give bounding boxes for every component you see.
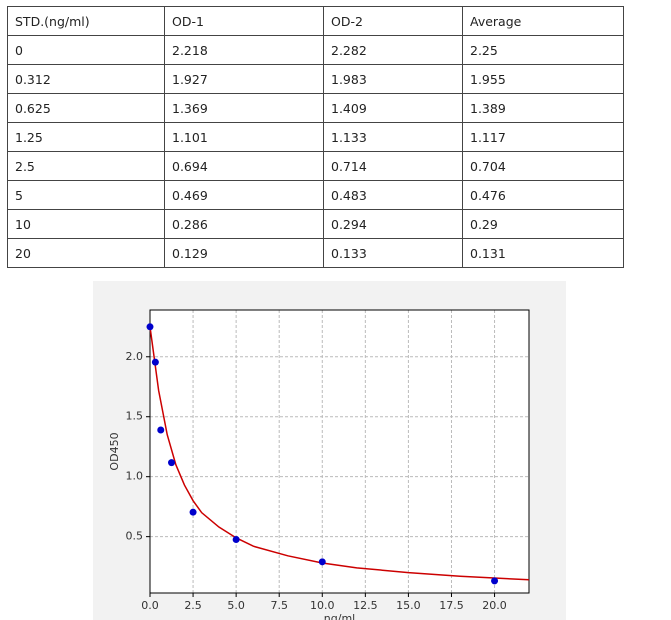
table-cell: OD-2 (323, 6, 463, 36)
y-tick-label: 0.5 (126, 530, 144, 543)
y-axis-label: OD450 (108, 432, 121, 470)
table-cell: 1.389 (462, 93, 624, 123)
x-tick-label: 7.5 (270, 599, 288, 612)
table-cell: 1.983 (323, 64, 463, 94)
table-cell: 0.704 (462, 151, 624, 181)
x-tick-label: 17.5 (439, 599, 464, 612)
table-cell: 0.129 (164, 238, 324, 268)
y-tick-label: 1.0 (126, 470, 144, 483)
table-cell: 1.409 (323, 93, 463, 123)
data-point (157, 426, 165, 434)
table-cell: 20 (7, 238, 165, 268)
table-row: 0 2.218 2.282 2.25 (7, 35, 624, 65)
table-cell: 5 (7, 180, 165, 210)
table-cell: 10 (7, 209, 165, 239)
y-tick-label: 2.0 (126, 350, 144, 363)
chart: 0.0 2.5 5.0 7.5 10.0 12.5 15.0 17.5 20.0 0.5 1.0 1.… (93, 281, 566, 620)
table-cell: 1.927 (164, 64, 324, 94)
table-row: 0.312 1.927 1.983 1.955 (7, 64, 624, 94)
x-tick-label: 5.0 (227, 599, 245, 612)
data-point (491, 577, 499, 585)
table-cell: OD-1 (164, 6, 324, 36)
data-point (151, 358, 159, 366)
table-cell: 2.5 (7, 151, 165, 181)
table-cell: 0 (7, 35, 165, 65)
data-point (318, 558, 326, 566)
table-cell: 0.476 (462, 180, 624, 210)
data-point (189, 508, 197, 516)
table-cell: 0.625 (7, 93, 165, 123)
table-cell: 1.101 (164, 122, 324, 152)
table-cell: 0.694 (164, 151, 324, 181)
x-tick-label: 10.0 (310, 599, 335, 612)
data-point (232, 536, 240, 544)
x-tick-label: 0.0 (141, 599, 159, 612)
data-point (146, 323, 154, 331)
y-tick-label: 1.5 (126, 410, 144, 423)
table-cell: 1.133 (323, 122, 463, 152)
table-cell: 1.369 (164, 93, 324, 123)
table-cell: 2.218 (164, 35, 324, 65)
plot-frame (149, 309, 530, 594)
fit-curve (149, 326, 530, 581)
table-cell: 0.483 (323, 180, 463, 210)
table-cell: 0.294 (323, 209, 463, 239)
table-cell: 1.117 (462, 122, 624, 152)
table-cell: 0.286 (164, 209, 324, 239)
data-table: STD.(ng/ml) OD-1 OD-2 Average 0 2.218 2.282 2.2… (7, 6, 624, 268)
table-row: 10 0.286 0.294 0.29 (7, 209, 624, 239)
table-cell: 1.25 (7, 122, 165, 152)
x-axis-label: ng/ml (324, 612, 355, 620)
table-cell: 2.25 (462, 35, 624, 65)
table-cell: Average (462, 6, 624, 36)
table-cell: 0.714 (323, 151, 463, 181)
header-row: STD.(ng/ml) OD-1 OD-2 Average (7, 6, 624, 36)
table-cell: 2.282 (323, 35, 463, 65)
table-row: 5 0.469 0.483 0.476 (7, 180, 624, 210)
x-tick-label: 15.0 (396, 599, 421, 612)
table-cell: 1.955 (462, 64, 624, 94)
table-cell: 0.29 (462, 209, 624, 239)
table-row: 20 0.129 0.133 0.131 (7, 238, 624, 268)
table-cell: 0.131 (462, 238, 624, 268)
x-tick-label: 12.5 (353, 599, 378, 612)
table-cell: STD.(ng/ml) (7, 6, 165, 36)
x-tick-label: 2.5 (184, 599, 202, 612)
x-tick-label: 20.0 (482, 599, 507, 612)
table-cell: 0.133 (323, 238, 463, 268)
table-row: 0.625 1.369 1.409 1.389 (7, 93, 624, 123)
plot-area (150, 310, 529, 593)
data-point (168, 459, 176, 467)
table-row: 2.5 0.694 0.714 0.704 (7, 151, 624, 181)
table-row: 1.25 1.101 1.133 1.117 (7, 122, 624, 152)
table-cell: 0.469 (164, 180, 324, 210)
table-cell: 0.312 (7, 64, 165, 94)
